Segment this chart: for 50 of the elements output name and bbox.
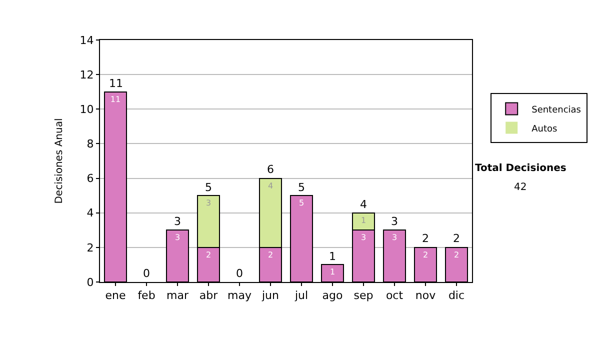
y-tick-label: 12 <box>80 68 94 82</box>
x-tick-label: ene <box>105 289 126 302</box>
x-tick-label: feb <box>138 289 156 302</box>
total-label: 6 <box>267 163 274 176</box>
x-tick-label: sep <box>354 289 374 302</box>
data-label: 2 <box>268 250 274 260</box>
data-label: 3 <box>360 233 366 242</box>
y-tick-label: 8 <box>86 138 94 151</box>
text: 42 <box>514 182 527 193</box>
total-label: 5 <box>298 181 305 194</box>
total-label: 2 <box>453 232 460 245</box>
x-tick-label: jun <box>261 289 280 302</box>
data-label: 2 <box>206 250 212 260</box>
y-tick-label: 10 <box>80 102 94 116</box>
x-tick-label: abr <box>199 289 218 302</box>
total-label: 11 <box>109 77 123 90</box>
data-label: 3 <box>174 233 180 242</box>
total-label: 0 <box>143 267 150 280</box>
x-tick-label: oct <box>386 289 404 302</box>
total-label: 3 <box>174 215 181 228</box>
x-tick-label: jul <box>294 289 308 302</box>
total-label: 0 <box>236 267 243 280</box>
total-label: 3 <box>391 215 398 228</box>
y-tick-label: 4 <box>86 206 94 220</box>
data-label: 2 <box>422 250 428 260</box>
x-tick-label: nov <box>415 289 436 302</box>
data-label: 5 <box>298 198 304 208</box>
data-label: 1 <box>360 216 366 225</box>
data-label: 11 <box>110 94 121 104</box>
text: Total Decisiones <box>475 163 566 174</box>
data-label: 3 <box>206 198 212 208</box>
x-tick-label: dic <box>448 289 465 302</box>
data-label: 4 <box>268 181 274 190</box>
legend-label: Sentencias <box>532 105 582 116</box>
x-tick-label: mar <box>166 289 189 302</box>
data-label: 1 <box>330 268 336 277</box>
y-tick-label: 6 <box>86 172 94 186</box>
y-tick-label: 14 <box>80 34 94 47</box>
y-tick-label: 2 <box>86 241 94 254</box>
total-label: 2 <box>422 232 429 245</box>
x-tick-label: may <box>228 289 252 302</box>
data-label: 3 <box>392 233 398 242</box>
x-tick-label: ago <box>322 289 343 302</box>
total-label: 1 <box>329 250 336 263</box>
y-tick-label: 0 <box>86 276 94 289</box>
data-label: 2 <box>454 250 460 260</box>
total-label: 5 <box>205 181 212 194</box>
y-axis-title: Decisiones Anual <box>54 118 65 204</box>
legend-label: Autos <box>532 124 558 134</box>
total-label: 4 <box>360 198 367 211</box>
